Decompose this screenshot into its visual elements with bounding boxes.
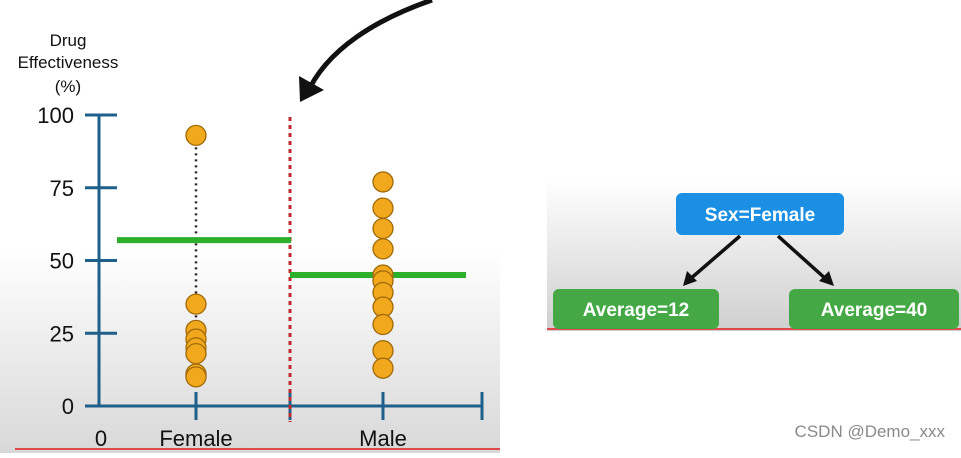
data-point (372, 217, 394, 240)
y-tick-label: 25 (50, 321, 74, 346)
tree-leaf-node-right: Average=40 (789, 289, 959, 329)
tree-root-label: Sex=Female (705, 205, 815, 226)
tree-leaf-label-right: Average=40 (821, 300, 928, 321)
tree-edge-right-arrowhead (819, 271, 834, 286)
y-axis-label-line: Effectiveness (18, 53, 119, 72)
tree-leaf-label-left: Average=12 (583, 300, 690, 321)
data-point (185, 342, 207, 365)
pointer-arrow-curve (303, 0, 433, 97)
data-point (372, 357, 394, 379)
tree-leaf-box-right (789, 289, 959, 329)
watermark-text: CSDN @Demo_xxx (794, 422, 945, 441)
data-point (372, 313, 394, 336)
data-point (185, 366, 207, 388)
tree-edge-right (776, 234, 829, 282)
tree-svg: Sex=Female Average=12 Average=40 (547, 179, 961, 331)
y-tick-label: 0 (62, 394, 74, 419)
data-point (372, 238, 394, 260)
tree-edge-left (687, 234, 742, 282)
x-category-label: Female (159, 426, 232, 451)
chart-background (0, 0, 500, 453)
data-point (185, 293, 207, 315)
tree-root-box (676, 193, 844, 235)
y-tick-label: 100 (37, 103, 74, 128)
data-point (372, 171, 394, 193)
chart-svg: Drug Effectiveness (%) 0 25 50 75 100 0 Female Mal… (0, 0, 500, 453)
y-tick-label: 50 (50, 249, 74, 274)
tree-root-node: Sex=Female (676, 193, 844, 235)
pointer-arrow-head (299, 76, 324, 102)
tree-leaf-node-left: Average=12 (553, 289, 719, 329)
decision-tree-panel: Sex=Female Average=12 Average=40 (547, 179, 961, 334)
data-point (185, 124, 207, 147)
x-origin-label: 0 (95, 426, 107, 451)
x-category-label: Male (359, 426, 407, 451)
y-tick-label: 75 (50, 176, 74, 201)
tree-leaf-box-left (553, 289, 719, 329)
chart-panel: Drug Effectiveness (%) 0 25 50 75 100 0 Female Mal… (0, 0, 500, 453)
tree-edge-left-arrowhead (683, 271, 697, 286)
y-axis-label-line: Drug (50, 31, 87, 50)
data-point (372, 197, 394, 219)
y-axis-label-line: (%) (55, 77, 81, 96)
